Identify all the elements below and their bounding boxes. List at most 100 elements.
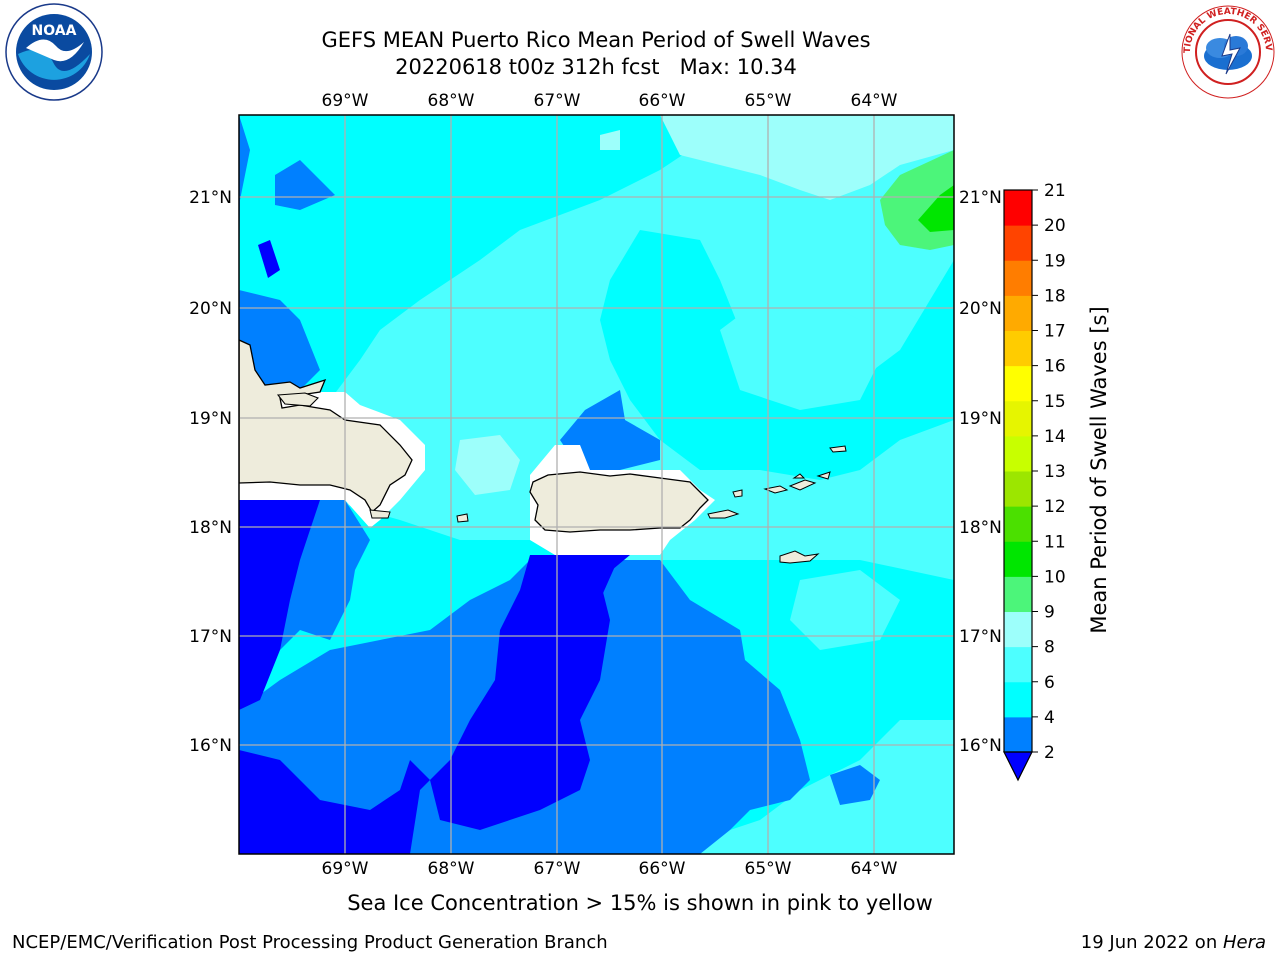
colorbar-segment xyxy=(1004,225,1032,261)
contour-under-2s xyxy=(239,500,320,710)
lon-label-bottom: 64°W xyxy=(851,859,898,879)
graticule xyxy=(239,115,954,854)
colorbar-segment xyxy=(1004,435,1032,472)
lat-label-left: 19°N xyxy=(189,409,232,429)
lat-label-right: 16°N xyxy=(959,736,1002,756)
colorbar-segment xyxy=(1004,400,1032,437)
colorbar-tick-label: 9 xyxy=(1044,603,1055,623)
map-frame xyxy=(238,114,955,855)
map-title: GEFS MEAN Puerto Rico Mean Period of Swe… xyxy=(321,28,871,52)
lon-label-bottom: 66°W xyxy=(639,859,686,879)
colorbar-segment xyxy=(1004,295,1032,332)
colorbar-segment xyxy=(1004,506,1032,542)
nws-logo: NATIONAL WEATHER SERVICE xyxy=(1178,4,1275,99)
colorbar-tick-label: 21 xyxy=(1044,181,1066,201)
colorbar-tick-label: 11 xyxy=(1044,532,1066,552)
contour-2-4s xyxy=(560,390,660,470)
colorbar-tick-label: 20 xyxy=(1044,216,1066,236)
lon-label-top: 68°W xyxy=(428,91,475,111)
lon-label-top: 69°W xyxy=(322,91,369,111)
colorbar-tick-label: 19 xyxy=(1044,251,1066,271)
noaa-logo-text: NOAA xyxy=(32,23,77,39)
colorbar-segment xyxy=(1004,541,1032,577)
contour-under-2s xyxy=(258,240,280,278)
colorbar-segment xyxy=(1004,576,1032,613)
colorbar-tick-label: 13 xyxy=(1044,462,1066,482)
lat-label-right: 17°N xyxy=(959,627,1002,647)
lon-label-bottom: 68°W xyxy=(428,859,475,879)
colorbar-segment xyxy=(1004,190,1032,226)
colorbar-label: Mean Period of Swell Waves [s] xyxy=(1087,306,1111,633)
contour-under-2s xyxy=(500,555,620,740)
colorbar-segment xyxy=(1004,365,1032,402)
colorbar-extend-triangle xyxy=(1003,751,1033,782)
lat-label-right: 21°N xyxy=(959,188,1002,208)
lon-label-bottom: 65°W xyxy=(745,859,792,879)
colorbar-tick-label: 18 xyxy=(1044,286,1066,306)
saona-island xyxy=(369,509,391,519)
lon-labels-top: 69°W 68°W 67°W 66°W 65°W 64°W xyxy=(322,91,898,111)
contour-4-6s xyxy=(239,115,700,420)
lat-labels-left: 21°N 20°N 19°N 18°N 17°N 16°N xyxy=(189,188,232,756)
puerto-rico-land xyxy=(529,471,709,533)
virgin-gorda-island xyxy=(816,471,831,480)
lat-label-left: 17°N xyxy=(189,627,232,647)
lon-label-top: 67°W xyxy=(534,91,581,111)
st-croix-island xyxy=(779,550,820,564)
colorbar-tick-label: 15 xyxy=(1044,392,1066,412)
tortuga-island xyxy=(276,392,319,407)
colorbar-segment xyxy=(1004,716,1032,753)
colorbar-segment xyxy=(1004,471,1032,507)
colorbar-tick-label: 2 xyxy=(1044,743,1055,763)
vieques-island xyxy=(707,509,740,519)
lon-label-top: 64°W xyxy=(851,91,898,111)
lat-label-right: 19°N xyxy=(959,409,1002,429)
colorbar-tick-label: 16 xyxy=(1044,357,1066,377)
colorbar-segment xyxy=(1004,260,1032,296)
lat-label-right: 18°N xyxy=(959,518,1002,538)
footer-date-text: 19 Jun 2022 on xyxy=(1080,932,1223,953)
lon-label-bottom: 69°W xyxy=(322,859,369,879)
tortola-island xyxy=(788,479,817,491)
colorbar-tick-label: 10 xyxy=(1044,567,1066,587)
map-subtitle: 20220618 t00z 312h fcst Max: 10.34 xyxy=(395,55,797,79)
colorbar: 2 4 6 8 9 10 11 12 13 14 15 16 17 18 19 20 21 xyxy=(1003,181,1066,782)
lon-label-top: 65°W xyxy=(745,91,792,111)
contour-8-9s xyxy=(660,115,954,200)
contour-6-8s xyxy=(720,300,880,410)
colorbar-segment xyxy=(1004,646,1032,683)
jost-van-dyke-island xyxy=(792,473,806,479)
lat-label-left: 21°N xyxy=(189,188,232,208)
contour-2-4s xyxy=(830,765,880,805)
colorbar-tick-label: 6 xyxy=(1044,673,1055,693)
colorbar-segment xyxy=(1004,611,1032,648)
swell-period-contours xyxy=(239,115,954,854)
contour-8-9s xyxy=(600,130,620,150)
st-thomas-island xyxy=(763,485,789,494)
lon-label-top: 66°W xyxy=(639,91,686,111)
sea-ice-note: Sea Ice Concentration > 15% is shown in … xyxy=(347,891,933,915)
colorbar-tick-label: 14 xyxy=(1044,427,1066,447)
mona-island xyxy=(456,513,469,523)
lat-label-left: 16°N xyxy=(189,736,232,756)
contour-8-9s xyxy=(455,435,520,495)
contour-6-8s xyxy=(790,570,900,650)
anegada-island xyxy=(829,445,847,453)
footer-branch: NCEP/EMC/Verification Post Processing Pr… xyxy=(12,932,608,953)
footer-date: 19 Jun 2022 on Hera xyxy=(1081,932,1266,953)
lat-labels-right: 21°N 20°N 19°N 18°N 17°N 16°N xyxy=(959,188,1002,756)
colorbar-tick-label: 12 xyxy=(1044,497,1066,517)
lat-label-right: 20°N xyxy=(959,299,1002,319)
lon-label-bottom: 67°W xyxy=(534,859,581,879)
lat-label-left: 18°N xyxy=(189,518,232,538)
noaa-logo: NOAA xyxy=(5,3,103,101)
colorbar-segment xyxy=(1004,681,1032,718)
hispaniola-land xyxy=(239,339,413,514)
lon-labels-bottom: 69°W 68°W 67°W 66°W 65°W 64°W xyxy=(322,859,898,879)
colorbar-tick-label: 4 xyxy=(1044,708,1055,728)
culebra-island xyxy=(732,489,743,498)
colorbar-tick-label: 8 xyxy=(1044,638,1055,658)
colorbar-tick-label: 17 xyxy=(1044,322,1066,342)
footer-host: Hera xyxy=(1222,932,1266,953)
